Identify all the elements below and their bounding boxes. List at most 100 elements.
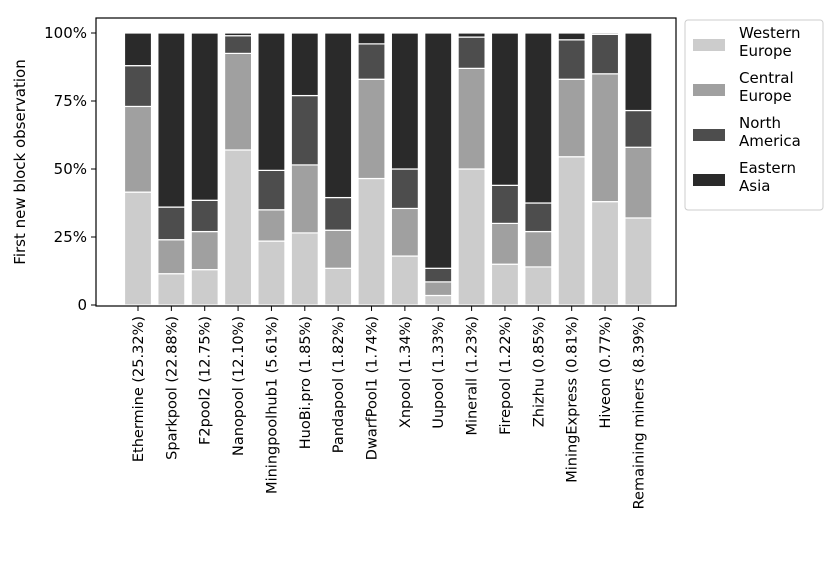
bar-segment: [557, 32, 586, 41]
bar-segment: [157, 239, 186, 275]
bar-segment: [557, 39, 586, 80]
bar-segment: [324, 267, 353, 306]
legend-swatch: [693, 84, 725, 96]
x-tick-label: Uupool (1.33%): [431, 316, 447, 429]
bar-segment: [257, 32, 286, 171]
x-tick-label: Firepool (1.22%): [498, 316, 514, 435]
x-tick-label: Ethermine (25.32%): [131, 316, 147, 462]
bar-segment: [123, 191, 153, 306]
bar-segment: [223, 52, 253, 151]
bar-segment: [357, 177, 386, 306]
bar-segment: [257, 209, 286, 242]
bar-segment: [157, 32, 186, 208]
x-tick-label: MiningExpress (0.81%): [565, 316, 581, 483]
bar-segment: [524, 202, 553, 233]
bar-segment: [190, 199, 219, 233]
bar-segment: [390, 207, 419, 257]
x-tick-label: Pandapool (1.82%): [331, 316, 347, 453]
y-tick-label: 50%: [54, 160, 87, 178]
bar-segment: [290, 32, 319, 97]
bar-segment: [524, 266, 553, 306]
y-axis: 0 25% 50% 75% 100%: [44, 24, 96, 314]
bar-segment: [324, 32, 353, 199]
bar-segment: [123, 105, 153, 193]
y-tick-label: 75%: [54, 92, 87, 110]
legend-label: Central Europe: [739, 69, 794, 105]
bar-segment: [390, 168, 419, 210]
bar-segment: [390, 255, 419, 306]
x-tick-label: DwarfPool1 (1.74%): [365, 316, 381, 460]
legend-swatch: [693, 129, 725, 141]
bar-segment: [290, 94, 319, 166]
legend: Western Europe Central Europe North America Ea…: [684, 19, 824, 211]
legend-swatch: [693, 39, 725, 51]
bar-segment: [490, 222, 520, 265]
bar-segment: [424, 281, 453, 297]
legend-label: Eastern Asia: [739, 159, 796, 195]
x-tick-label: Remaining miners (8.39%): [631, 316, 647, 509]
bar-segment: [457, 168, 486, 306]
x-tick-label: Sparkpool (22.88%): [164, 316, 180, 460]
bar-segment: [624, 32, 653, 112]
bar-segment: [257, 169, 286, 211]
bar-segment: [157, 273, 186, 306]
bars-layer: [123, 32, 653, 306]
bar-segment: [457, 36, 486, 69]
x-tick-label: Miningpoolhub1 (5.61%): [264, 316, 280, 494]
bar-segment: [590, 32, 620, 35]
y-tick-label: 100%: [44, 24, 87, 42]
legend-frame: [684, 19, 824, 211]
bar-segment: [324, 229, 353, 269]
x-tick-label: Zhizhu (0.85%): [531, 316, 547, 427]
bar-segment: [590, 201, 620, 306]
bar-segment: [624, 217, 653, 306]
bar-segment: [357, 78, 386, 180]
bar-segment: [290, 232, 319, 306]
bar-segment: [424, 294, 453, 306]
bar-segment: [624, 146, 653, 219]
y-axis-label: First new block observation: [11, 59, 29, 264]
bar-segment: [390, 32, 419, 170]
x-tick-label: Hiveon (0.77%): [598, 316, 614, 428]
bar-segment: [590, 33, 620, 75]
x-axis: Ethermine (25.32%) Sparkpool (22.88%) F2po…: [131, 306, 647, 509]
bar-segment: [590, 73, 620, 203]
bar-segment: [190, 230, 219, 271]
bar-segment: [624, 109, 653, 148]
bar-segment: [290, 164, 319, 234]
x-tick-label: Nanopool (12.10%): [231, 316, 247, 456]
bar-segment: [424, 267, 453, 283]
bar-segment: [357, 43, 386, 80]
bar-segment: [223, 32, 253, 37]
bar-segment: [524, 230, 553, 268]
bar-segment: [357, 32, 386, 45]
bar-segment: [324, 196, 353, 231]
bar-segment: [490, 32, 520, 186]
bar-segment: [157, 206, 186, 241]
legend-label: North America: [739, 114, 801, 150]
bar-segment: [457, 32, 486, 38]
x-tick-label: Xnpool (1.34%): [398, 316, 414, 428]
y-tick-label: 0: [77, 296, 87, 314]
x-tick-label: F2pool2 (12.75%): [198, 316, 214, 445]
y-tick-label: 25%: [54, 228, 87, 246]
x-tick-label: HuoBi.pro (1.85%): [298, 316, 314, 449]
bar-segment: [257, 240, 286, 306]
bar-segment: [490, 263, 520, 306]
bar-segment: [123, 32, 153, 67]
bar-segment: [190, 32, 219, 201]
bar-segment: [123, 65, 153, 108]
legend-swatch: [693, 174, 725, 186]
bar-segment: [190, 269, 219, 306]
bar-segment: [557, 156, 586, 306]
bar-segment: [557, 78, 586, 158]
bar-segment: [524, 32, 553, 204]
plot-area-frame: [95, 17, 677, 307]
bar-segment: [490, 184, 520, 225]
legend-label: Western Europe: [739, 24, 801, 60]
bar-segment: [223, 149, 253, 306]
x-tick-label: Minerall (1.23%): [465, 316, 481, 436]
bar-segment: [457, 67, 486, 170]
bar-segment: [424, 32, 453, 269]
